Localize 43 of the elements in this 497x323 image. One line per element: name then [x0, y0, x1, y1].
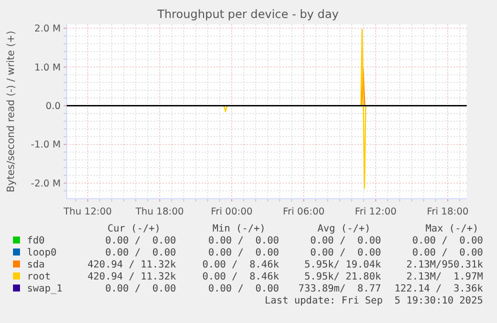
- text: 2.13M/ 1.97M: [406, 271, 484, 282]
- y-tick-label: 0.0: [46, 101, 61, 112]
- text: 0.00 / 0.00: [310, 235, 382, 246]
- text: 420.94 / 11.32k: [88, 259, 176, 270]
- text: 0.00 / 0.00: [412, 247, 484, 258]
- text: Cur (-/+): [107, 223, 161, 234]
- text: 0.00 / 8.46k: [202, 271, 280, 282]
- text: Min (-/+): [212, 223, 266, 234]
- chart-title: Throughput per device - by day: [156, 7, 339, 21]
- x-tick-label: Thu 18:00: [134, 206, 184, 218]
- text: 5.95k/ 19.04k: [304, 259, 382, 270]
- text: 0.00 / 0.00: [310, 247, 382, 258]
- text: 2.13M/950.31k: [406, 259, 484, 270]
- text: 420.94 / 11.32k: [88, 271, 176, 282]
- text: 0.00 / 0.00: [208, 247, 280, 258]
- text: 0.00 / 0.00: [412, 235, 484, 246]
- text: 0.00 / 8.46k: [202, 259, 280, 270]
- legend-label: loop0: [27, 247, 57, 258]
- text: 733.89m/ 8.77: [298, 283, 382, 294]
- x-tick-label: Fri 06:00: [282, 206, 325, 218]
- legend-label: sda: [27, 259, 45, 270]
- x-tick-label: Fri 00:00: [210, 206, 253, 218]
- y-tick-label: -1.0 M: [30, 140, 61, 151]
- text: Avg (-/+): [317, 223, 371, 234]
- legend-label: swap_1: [27, 283, 62, 294]
- text: Max (-/+): [425, 223, 479, 234]
- y-tick-label: 1.0 M: [34, 62, 61, 74]
- text: 0.00 / 0.00: [105, 235, 176, 246]
- y-tick-label: -2.0 M: [30, 178, 61, 190]
- text: 5.95k/ 21.80k: [304, 271, 382, 282]
- x-tick-label: Fri 18:00: [426, 206, 469, 218]
- x-tick-label: Thu 12:00: [62, 206, 112, 218]
- text: Last update: Fri Sep 5 19:30:10 2025: [264, 295, 484, 306]
- x-tick-label: Fri 12:00: [354, 206, 397, 218]
- legend-label: fd0: [27, 235, 45, 246]
- y-axis-title: Bytes/second read (-) / write (+): [6, 30, 17, 192]
- text: 0.00 / 0.00: [105, 247, 176, 258]
- text: 0.00 / 0.00: [208, 283, 280, 294]
- text: 0.00 / 0.00: [208, 235, 280, 246]
- legend-label: root: [27, 271, 51, 282]
- y-tick-label: 2.0 M: [34, 24, 61, 35]
- text: 0.00 / 0.00: [105, 283, 176, 294]
- text: 122.14 / 3.36k: [394, 283, 484, 294]
